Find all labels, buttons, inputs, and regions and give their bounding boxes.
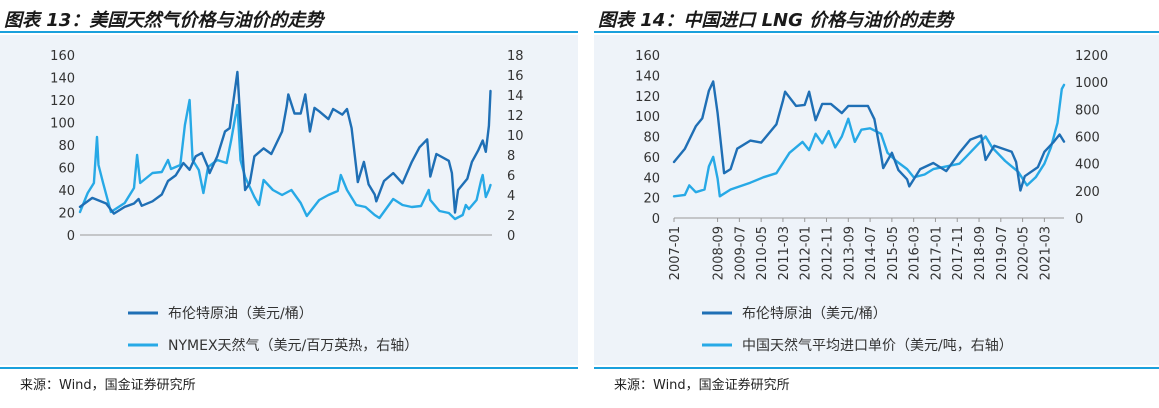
y-left-tick-label: 120 [635, 90, 660, 105]
legend-label: NYMEX天然气（美元/百万英热，右轴） [168, 337, 418, 354]
legend-label: 中国天然气平均进口单价（美元/吨，右轴） [742, 337, 1013, 354]
y-left-tick-label: 0 [652, 212, 660, 227]
x-tick-label: 2014-07 [864, 226, 879, 280]
y-left-tick-label: 60 [58, 162, 75, 177]
x-tick-label: 2008-09 [712, 226, 727, 280]
y-left-tick-label: 40 [58, 184, 75, 199]
y-right-tick-label: 800 [1075, 103, 1100, 118]
y-right-tick-label: 18 [507, 49, 524, 64]
x-tick-label: 2016-03 [908, 226, 923, 280]
y-right-tick-label: 8 [507, 149, 515, 164]
y-left-tick-label: 160 [635, 49, 660, 64]
y-left-tick-label: 0 [67, 229, 75, 244]
chart-title: 图表 14：中国进口 LNG 价格与油价的走势 [598, 10, 954, 31]
legend-label: 布伦特原油（美元/桶） [168, 306, 313, 322]
right-chart-panel: 图表 14：中国进口 LNG 价格与油价的走势 0 20 40 60 80 100 120 1… [594, 0, 1159, 408]
x-tick-label: 2012-01 [799, 226, 814, 280]
title-rule [0, 31, 578, 33]
source-note: 来源：Wind，国金证券研究所 [614, 378, 790, 393]
left-chart-panel: 图表 13：美国天然气价格与油价的走势 0 20 40 60 80 100 120 140 16… [0, 0, 578, 408]
title-rule [594, 31, 1159, 33]
x-tick-label: 2019-07 [995, 226, 1010, 280]
y-left-tick-label: 100 [635, 110, 660, 125]
x-tick-label: 2007-01 [668, 226, 683, 280]
y-right-tick-label: 1200 [1075, 49, 1108, 64]
y-right-tick-label: 14 [507, 89, 524, 104]
series-line-brent [78, 70, 492, 215]
y-right-tick-label: 6 [507, 169, 515, 184]
x-tick-label: 2017-01 [929, 226, 944, 280]
y-right-tick-label: 12 [507, 109, 524, 124]
y-right-tick-label: 1000 [1075, 76, 1108, 91]
x-tick-label: 2017-11 [951, 226, 966, 280]
y-left-tick-label: 160 [50, 49, 75, 64]
y-left-tick-label: 20 [643, 192, 660, 207]
y-left-tick-label: 80 [643, 131, 660, 146]
y-left-tick-label: 100 [50, 117, 75, 132]
y-right-tick-label: 4 [507, 189, 515, 204]
y-left-tick-label: 40 [643, 171, 660, 186]
y-right-tick-label: 0 [1075, 212, 1083, 227]
legend-label: 布伦特原油（美元/桶） [742, 306, 887, 322]
y-right-tick-label: 400 [1075, 158, 1100, 173]
y-right-tick-label: 200 [1075, 185, 1100, 200]
y-right-tick-label: 10 [507, 129, 524, 144]
y-left-tick-label: 140 [50, 72, 75, 87]
x-tick-label: 2013-09 [842, 226, 857, 280]
y-left-tick-label: 60 [643, 151, 660, 166]
y-right-tick-label: 16 [507, 69, 524, 84]
x-tick-label: 2012-11 [821, 226, 836, 280]
chart-background [594, 35, 1159, 365]
lng-oil-chart: 0 20 40 60 80 100 120 140 160 0 200 400 600 800 1000 12… [635, 49, 1108, 354]
chart-title: 图表 13：美国天然气价格与油价的走势 [4, 10, 324, 31]
y-left-tick-label: 120 [50, 94, 75, 109]
y-left-tick-label: 20 [58, 207, 75, 222]
y-left-tick-label: 140 [635, 69, 660, 84]
series-line-gas [672, 83, 1066, 198]
series-line-gas [78, 98, 492, 221]
x-tick-label: 2011-03 [777, 226, 792, 280]
y-right-tick-label: 2 [507, 209, 515, 224]
source-rule [594, 367, 1159, 369]
source-rule [0, 367, 578, 369]
x-tick-label: 2010-05 [755, 226, 770, 280]
y-right-tick-label: 600 [1075, 131, 1100, 146]
x-tick-label: 2009-07 [733, 226, 748, 280]
x-tick-label: 2021-03 [1038, 226, 1053, 280]
y-right-tick-label: 0 [507, 229, 515, 244]
source-note: 来源：Wind，国金证券研究所 [20, 378, 196, 393]
series-line-brent [672, 80, 1066, 192]
x-tick-label: 2015-05 [886, 226, 901, 280]
gas-oil-chart: 02040608010012014016002468101214161800-0… [50, 49, 524, 354]
x-tick-label: 2020-05 [1017, 226, 1032, 280]
x-tick-label: 2018-09 [973, 226, 988, 280]
y-left-tick-label: 80 [58, 139, 75, 154]
